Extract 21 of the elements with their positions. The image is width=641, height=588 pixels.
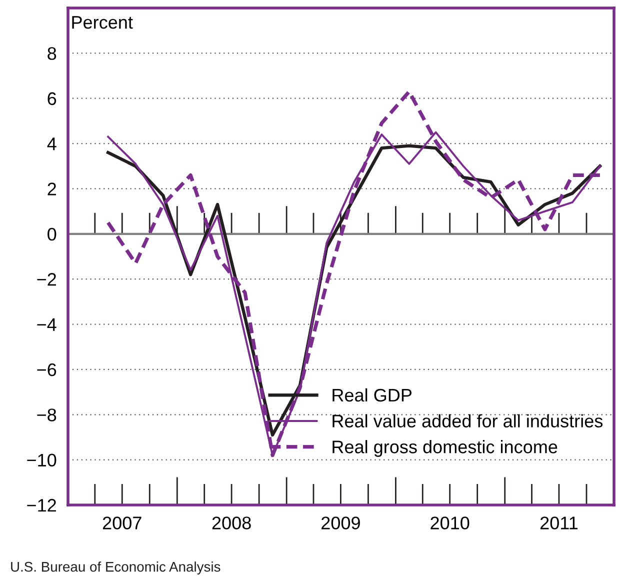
y-tick-label: −6 bbox=[37, 363, 56, 376]
x-tick-label: 2011 bbox=[540, 516, 578, 530]
y-tick-label: 0 bbox=[48, 228, 56, 241]
y-axis-title: Percent bbox=[72, 16, 133, 29]
y-tick-label: −2 bbox=[37, 273, 56, 286]
x-tick-label: 2008 bbox=[212, 516, 251, 530]
legend-label: Real GDP bbox=[332, 388, 412, 402]
y-tick-label: 4 bbox=[47, 138, 56, 150]
x-tick-label: 2009 bbox=[322, 516, 360, 530]
x-tick-label: 2010 bbox=[430, 516, 470, 530]
y-tick-label: −12 bbox=[27, 498, 56, 512]
y-tick-label: 6 bbox=[48, 92, 56, 106]
y-tick-label: 2 bbox=[48, 182, 56, 196]
y-tick-label: −10 bbox=[27, 454, 56, 467]
x-tick-label: 2007 bbox=[102, 516, 142, 530]
legend-label: Real gross domestic income bbox=[332, 440, 558, 457]
legend-label: Real value added for all industries bbox=[332, 414, 603, 428]
y-tick-label: −8 bbox=[37, 408, 56, 422]
y-tick-label: 8 bbox=[48, 47, 56, 60]
y-tick-label: −4 bbox=[37, 318, 56, 331]
text: U.S. Bureau of Economic Analysis bbox=[11, 562, 220, 574]
